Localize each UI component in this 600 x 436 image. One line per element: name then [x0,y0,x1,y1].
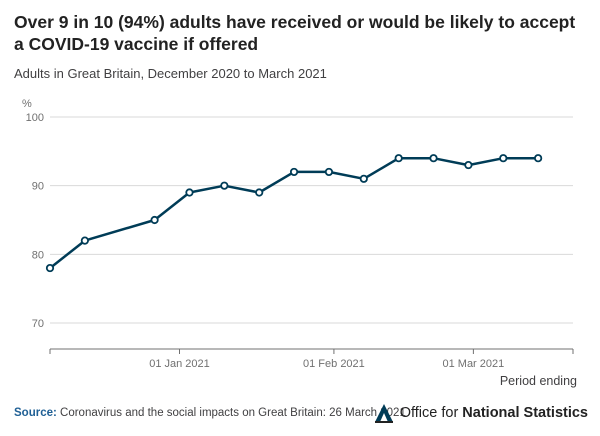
data-point [464,160,473,170]
data-point [80,236,89,245]
x-axis: 01 Jan 2021 01 Feb 2021 01 Mar 2021 [49,348,574,370]
series [45,154,543,273]
data-point [220,181,229,190]
data-point [359,174,368,183]
line-chart: 70 80 90 100 01 Jan 2021 01 Feb 2021 01 Mar 2… [22,98,577,388]
chart-title: Over 9 in 10 (94%) adults have received … [14,12,576,54]
gridlines [50,116,573,324]
source-text: Coronavirus and the social impacts on Gr… [60,407,406,419]
data-point [499,154,508,163]
source-label: Source: [14,407,57,419]
y-tick-label: 100 [26,112,44,124]
data-point [289,167,299,177]
x-axis-label: Period ending [500,374,577,388]
y-axis-label: % [22,98,32,110]
ons-logo: Office for National Statistics [373,402,588,424]
data-point [534,154,543,163]
data-point [150,215,159,225]
series-line [49,156,539,270]
data-point [185,188,194,197]
y-tick-label: 90 [32,181,44,193]
y-tick-label: 80 [32,249,44,261]
logo-text-bold: National Statistics [462,405,588,421]
y-axis: 70 80 90 100 [26,112,44,330]
data-point [255,188,264,197]
chart-subtitle: Adults in Great Britain, December 2020 t… [14,66,327,81]
ons-logo-icon [374,404,393,423]
x-tick-label: 01 Jan 2021 [149,358,210,370]
source-note: Source: Coronavirus and the social impac… [14,407,406,419]
y-tick-label: 70 [32,318,44,330]
data-point [429,154,438,163]
data-point [394,154,403,163]
logo-text-prefix: Office for [399,405,459,421]
x-tick-label: 01 Mar 2021 [442,358,504,370]
data-point [324,167,334,177]
x-tick-label: 01 Feb 2021 [303,358,365,370]
data-point [45,263,55,273]
